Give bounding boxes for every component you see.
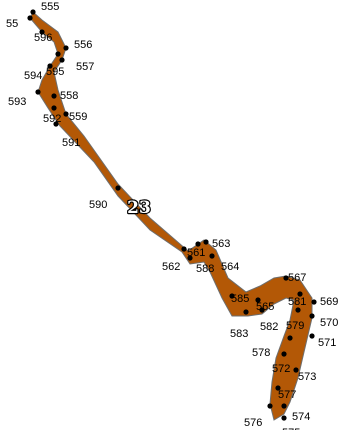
vertex-point-569[interactable] bbox=[311, 299, 317, 305]
vertex-point-592[interactable] bbox=[51, 105, 57, 111]
vertex-point-595[interactable] bbox=[55, 51, 61, 57]
vertex-point-593[interactable] bbox=[35, 89, 41, 95]
vertex-label-582: 582 bbox=[260, 321, 278, 333]
vertex-point-579[interactable] bbox=[295, 307, 301, 313]
vertex-label-576: 576 bbox=[244, 417, 262, 429]
vertex-point-556[interactable] bbox=[63, 45, 69, 51]
vertex-label-583: 583 bbox=[230, 328, 248, 340]
vertex-point-559[interactable] bbox=[63, 111, 69, 117]
vertex-label-591: 591 bbox=[62, 137, 80, 149]
region-23-label: 23 bbox=[127, 198, 151, 218]
vertex-point-585[interactable] bbox=[229, 293, 235, 299]
vertex-label-569: 569 bbox=[320, 296, 338, 308]
vertex-label-570: 570 bbox=[320, 317, 338, 329]
vertex-point-561[interactable] bbox=[195, 241, 201, 247]
vertex-point-574[interactable] bbox=[281, 403, 287, 409]
vertex-label-556: 556 bbox=[74, 39, 92, 51]
vertex-point-596[interactable] bbox=[39, 29, 45, 35]
vertex-point-55[interactable] bbox=[27, 15, 33, 21]
vertex-label-575: 575 bbox=[282, 427, 300, 430]
vertex-label-557: 557 bbox=[76, 61, 94, 73]
vertex-point-570[interactable] bbox=[309, 313, 315, 319]
vertex-label-563: 563 bbox=[212, 238, 230, 250]
vertex-point-571[interactable] bbox=[309, 333, 315, 339]
vertex-point-577[interactable] bbox=[275, 385, 281, 391]
vertex-label-594: 594 bbox=[24, 70, 42, 82]
vertex-label-595: 595 bbox=[46, 66, 64, 78]
vertex-point-591[interactable] bbox=[53, 121, 59, 127]
vertex-label-579: 579 bbox=[286, 320, 304, 332]
vertex-label-588: 588 bbox=[196, 263, 214, 275]
vertex-point-555[interactable] bbox=[30, 9, 36, 15]
vertex-label-581: 581 bbox=[288, 296, 306, 308]
vertex-point-573[interactable] bbox=[293, 367, 299, 373]
vertex-label-574: 574 bbox=[292, 411, 310, 423]
vertex-point-582[interactable] bbox=[259, 307, 265, 313]
vertex-label-585: 585 bbox=[231, 293, 249, 305]
vertex-label-555: 555 bbox=[41, 1, 59, 13]
vertex-label-558: 558 bbox=[60, 90, 78, 102]
vertex-point-558[interactable] bbox=[51, 93, 57, 99]
vertex-label-567: 567 bbox=[288, 272, 306, 284]
vertex-point-563[interactable] bbox=[203, 239, 209, 245]
vertex-point-557[interactable] bbox=[59, 57, 65, 63]
vertex-point-572[interactable] bbox=[281, 351, 287, 357]
vertex-label-593: 593 bbox=[8, 96, 26, 108]
vertex-point-578[interactable] bbox=[287, 335, 293, 341]
vertex-label-596: 596 bbox=[34, 32, 52, 44]
vertex-label-559: 559 bbox=[69, 111, 87, 123]
vertex-label-55: 55 bbox=[6, 18, 18, 30]
vertex-point-576[interactable] bbox=[267, 403, 273, 409]
vertex-label-564: 564 bbox=[221, 261, 239, 273]
vertex-label-571: 571 bbox=[318, 337, 336, 349]
vertex-label-565: 565 bbox=[256, 301, 274, 313]
vertex-point-581[interactable] bbox=[297, 291, 303, 297]
vertex-point-575[interactable] bbox=[281, 415, 287, 421]
vertex-point-564[interactable] bbox=[209, 253, 215, 259]
vertex-label-573: 573 bbox=[298, 371, 316, 383]
vertex-point-583[interactable] bbox=[243, 309, 249, 315]
vertex-point-562[interactable] bbox=[181, 246, 187, 252]
vertex-point-567[interactable] bbox=[283, 275, 289, 281]
vertex-point-588[interactable] bbox=[187, 255, 193, 261]
vertex-point-565[interactable] bbox=[255, 297, 261, 303]
vertex-label-572: 572 bbox=[272, 363, 290, 375]
vertex-label-592: 592 bbox=[43, 113, 61, 125]
vertex-point-590[interactable] bbox=[115, 185, 121, 191]
vertex-point-594[interactable] bbox=[47, 63, 53, 69]
vertex-label-562: 562 bbox=[162, 261, 180, 273]
vertex-label-578: 578 bbox=[252, 347, 270, 359]
vertex-label-590: 590 bbox=[89, 199, 107, 211]
vertex-label-577: 577 bbox=[278, 389, 296, 401]
